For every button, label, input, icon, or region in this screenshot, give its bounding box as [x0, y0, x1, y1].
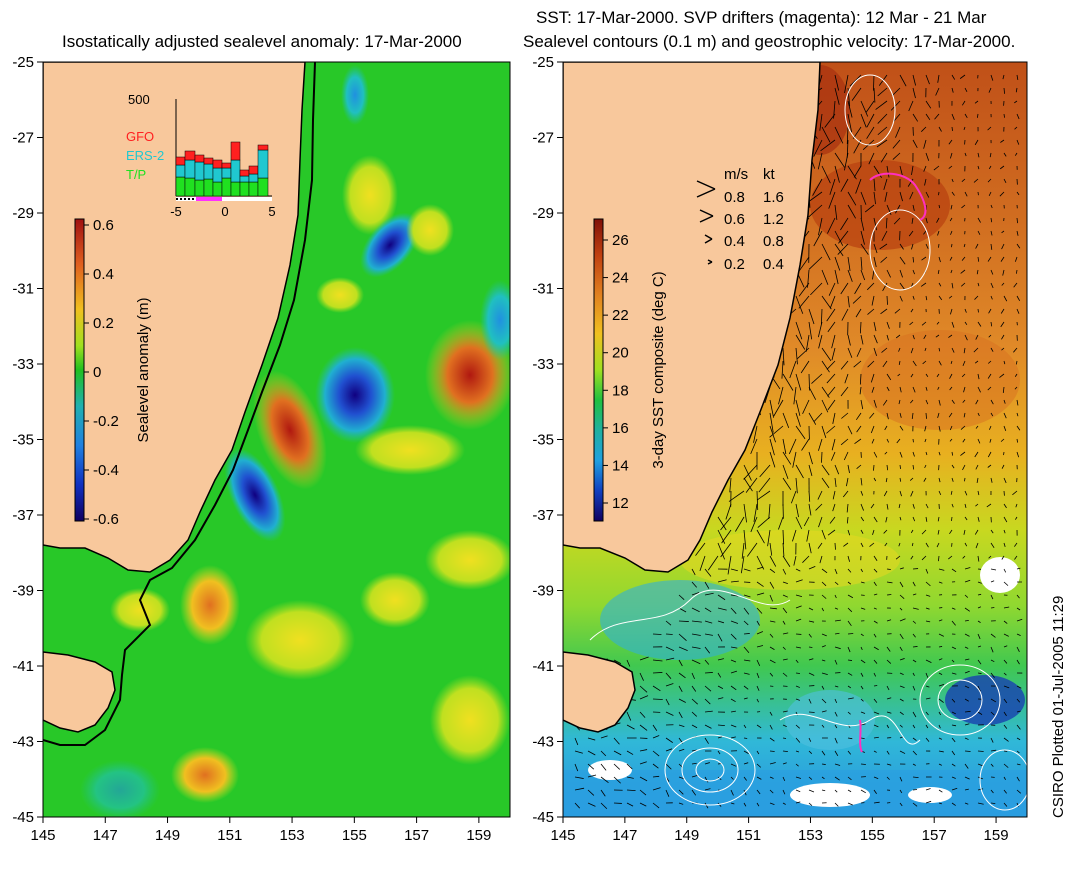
arrow-key-icon — [699, 209, 714, 223]
tasmania-right — [563, 651, 636, 733]
velocity-key-ms: 0.2 — [724, 256, 745, 273]
latitude-tick-label: -41 — [12, 658, 34, 675]
plot-credit: CSIRO Plotted 01-Jul-2005 11:29 — [1050, 595, 1067, 818]
sla-colorbar-label: Sealevel anomaly (m) — [135, 297, 152, 442]
sst-colorbar-label: 3-day SST composite (deg C) — [650, 271, 667, 468]
latitude-tick-label: -39 — [12, 583, 34, 600]
left-panel-title: Isostatically adjusted sealevel anomaly:… — [62, 32, 462, 51]
velocity-key-kt: 1.6 — [763, 189, 784, 206]
inset-y-max-label: 500 — [128, 92, 150, 107]
right-y-axis: -25 -27 -29 -31 -33 -35 -37 -39 -41 -43 -45 — [532, 54, 563, 826]
longitude-tick-label: 149 — [155, 827, 180, 844]
longitude-tick-label: 153 — [798, 827, 823, 844]
sealevel-contours — [589, 74, 1027, 811]
inset-legend-gfo: GFO — [126, 129, 154, 144]
inset-legend-ers2: ERS-2 — [126, 148, 164, 163]
right-x-axis: 145 147 149 151 153 155 157 159 — [550, 817, 1009, 844]
sla-colorbar-ticks: 0.6 0.4 0.2 0 -0.2 -0.4 -0.6 — [84, 217, 119, 528]
longitude-tick-label: 145 — [30, 827, 55, 844]
velocity-key-kt: 0.8 — [763, 233, 784, 250]
velocity-key-header-kt: kt — [763, 166, 776, 183]
sst-colorbar-ticks: 26 24 22 20 18 16 14 12 — [603, 232, 629, 512]
longitude-tick-label: 157 — [404, 827, 429, 844]
colorbar-tick-label: 0.4 — [93, 266, 114, 283]
inset-bars — [175, 141, 269, 197]
latitude-tick-label: -39 — [532, 583, 554, 600]
colorbar-tick-label: 0.6 — [93, 217, 114, 234]
velocity-key-kt: 0.4 — [763, 256, 784, 273]
right-panel-title-line1: SST: 17-Mar-2000. SVP drifters (magenta)… — [536, 8, 987, 27]
velocity-key-header-ms: m/s — [724, 166, 748, 183]
sst-colorbar — [593, 218, 604, 522]
sst-map — [563, 62, 1027, 817]
latitude-tick-label: -35 — [532, 432, 554, 449]
longitude-tick-label: 159 — [984, 827, 1009, 844]
right-panel-title-line2: Sealevel contours (0.1 m) and geostrophi… — [523, 32, 1016, 51]
colorbar-tick-label: -0.2 — [93, 413, 119, 430]
velocity-key-ms: 0.4 — [724, 233, 745, 250]
longitude-tick-label: 155 — [342, 827, 367, 844]
latitude-tick-label: -33 — [532, 356, 554, 373]
longitude-tick-label: 147 — [612, 827, 637, 844]
latitude-tick-label: -27 — [532, 130, 554, 147]
australia-mainland-right — [563, 62, 821, 573]
arrow-key-icon — [707, 259, 713, 265]
colorbar-tick-label: 0 — [93, 364, 101, 381]
colorbar-tick-label: -0.4 — [93, 462, 119, 479]
velocity-key-kt: 1.2 — [763, 211, 784, 228]
velocity-key: m/s kt 0.8 1.6 0.6 1.2 0.4 0.8 0.2 0.4 — [696, 166, 784, 273]
inset-x-tick: 5 — [268, 204, 275, 219]
latitude-tick-label: -29 — [12, 205, 34, 222]
colorbar-tick-label: 0.2 — [93, 315, 114, 332]
sealevel-anomaly-map — [43, 62, 510, 817]
colorbar-tick-label: -0.6 — [93, 511, 119, 528]
velocity-key-ms: 0.6 — [724, 211, 745, 228]
geostrophic-velocity-arrows — [574, 74, 1023, 810]
colorbar-tick-label: 18 — [612, 382, 629, 399]
longitude-tick-label: 155 — [860, 827, 885, 844]
colorbar-tick-label: 12 — [612, 495, 629, 512]
velocity-key-ms: 0.8 — [724, 189, 745, 206]
latitude-tick-label: -43 — [532, 734, 554, 751]
latitude-tick-label: -45 — [12, 809, 34, 826]
colorbar-tick-label: 20 — [612, 345, 629, 362]
latitude-tick-label: -45 — [532, 809, 554, 826]
colorbar-tick-label: 24 — [612, 270, 629, 287]
latitude-tick-label: -43 — [12, 734, 34, 751]
inset-x-tick: -5 — [170, 204, 182, 219]
colorbar-tick-label: 22 — [612, 307, 629, 324]
left-x-axis: 145 147 149 151 153 155 157 159 — [30, 817, 491, 844]
colorbar-tick-label: 26 — [612, 232, 629, 249]
latitude-tick-label: -31 — [12, 281, 34, 298]
longitude-tick-label: 145 — [550, 827, 575, 844]
colorbar-tick-label: 16 — [612, 420, 629, 437]
latitude-tick-label: -31 — [532, 281, 554, 298]
longitude-tick-label: 151 — [736, 827, 761, 844]
latitude-tick-label: -41 — [532, 658, 554, 675]
latitude-tick-label: -25 — [12, 54, 34, 71]
latitude-tick-label: -25 — [532, 54, 554, 71]
inset-legend-tp: T/P — [126, 167, 146, 182]
longitude-tick-label: 151 — [217, 827, 242, 844]
longitude-tick-label: 159 — [466, 827, 491, 844]
longitude-tick-label: 147 — [93, 827, 118, 844]
latitude-tick-label: -27 — [12, 130, 34, 147]
longitude-tick-label: 153 — [280, 827, 305, 844]
tasmania-left — [43, 651, 116, 733]
arrow-key-icon — [704, 234, 713, 244]
latitude-tick-label: -33 — [12, 356, 34, 373]
latitude-tick-label: -29 — [532, 205, 554, 222]
satellite-coverage-inset: 500 — [126, 92, 276, 219]
left-y-axis: -25 -27 -29 -31 -33 -35 -37 -39 -41 -43 -45 — [12, 54, 43, 826]
arrow-key-icon — [696, 180, 716, 198]
inset-x-tick: 0 — [221, 204, 228, 219]
latitude-tick-label: -35 — [12, 432, 34, 449]
sla-colorbar — [74, 218, 85, 522]
latitude-tick-label: -37 — [532, 507, 554, 524]
colorbar-tick-label: 14 — [612, 457, 629, 474]
longitude-tick-label: 157 — [922, 827, 947, 844]
longitude-tick-label: 149 — [674, 827, 699, 844]
latitude-tick-label: -37 — [12, 507, 34, 524]
